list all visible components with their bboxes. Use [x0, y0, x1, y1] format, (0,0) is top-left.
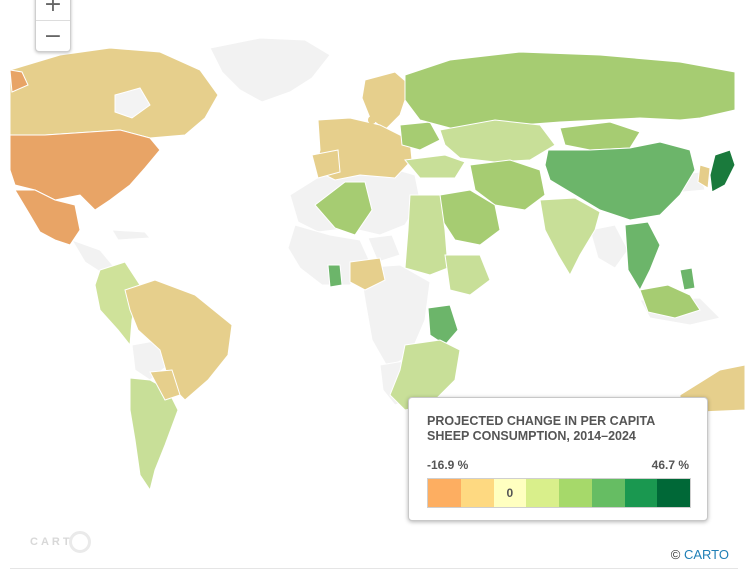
iran-central-asia	[469, 159, 546, 211]
philippines	[679, 267, 696, 291]
paraguay	[149, 369, 181, 401]
legend-bin	[460, 479, 494, 507]
map-legend: PROJECTED CHANGE IN PER CAPITA SHEEP CON…	[408, 397, 708, 521]
tanzania	[427, 304, 459, 346]
copyright-symbol: ©	[670, 547, 681, 562]
iberia	[311, 149, 341, 179]
algeria-libya	[314, 181, 373, 236]
mongolia	[559, 121, 641, 151]
china	[544, 141, 696, 221]
legend-bin	[559, 479, 592, 507]
zoom-control: + −	[35, 0, 71, 52]
horn-of-africa	[444, 254, 491, 296]
bottom-divider	[10, 568, 738, 569]
alaska	[9, 69, 29, 93]
legend-title: PROJECTED CHANGE IN PER CAPITA SHEEP CON…	[427, 414, 655, 443]
legend-bin	[591, 479, 625, 507]
malaysia-indonesia	[639, 284, 701, 319]
legend-bin	[428, 479, 461, 507]
ukraine-belarus	[399, 121, 441, 151]
zoom-in-button[interactable]: +	[43, 0, 63, 17]
korea	[697, 164, 711, 189]
nigeria-nodata	[367, 234, 401, 263]
legend-color-scale: 0	[427, 478, 691, 508]
indochina	[624, 221, 661, 292]
se-asia-nodata	[589, 224, 629, 269]
ghana	[327, 264, 343, 288]
canada-hudson-hole	[114, 87, 151, 119]
mexico	[14, 189, 81, 246]
brazil	[124, 279, 233, 401]
carto-attribution-link[interactable]: CARTO	[683, 547, 729, 562]
carto-logo-text: CART	[30, 535, 73, 548]
legend-zero-bin: 0	[493, 479, 527, 507]
kazakhstan	[439, 119, 556, 163]
legend-min-label: -16.9 %	[427, 458, 469, 472]
legend-bin	[526, 479, 559, 507]
zoom-out-button[interactable]: −	[36, 20, 70, 51]
carto-logo: CART	[30, 531, 91, 553]
legend-range-labels: -16.9 % 46.7 %	[427, 458, 689, 472]
greenland	[209, 37, 331, 103]
legend-max-label: 46.7 %	[651, 458, 689, 472]
japan	[709, 149, 736, 193]
usa	[9, 129, 161, 211]
legend-bin	[657, 479, 690, 507]
carto-logo-icon	[68, 531, 91, 553]
russia	[404, 51, 736, 129]
scandinavia	[361, 71, 411, 131]
canada	[9, 47, 219, 139]
attribution: © CARTO	[671, 547, 729, 562]
colombia-peru	[94, 261, 141, 347]
legend-bin	[624, 479, 658, 507]
sudan-region	[404, 194, 449, 276]
caribbean-nodata	[111, 229, 152, 241]
turkey	[404, 154, 466, 179]
india	[539, 197, 601, 277]
small-country-dot	[368, 116, 376, 124]
nigeria	[349, 257, 386, 291]
